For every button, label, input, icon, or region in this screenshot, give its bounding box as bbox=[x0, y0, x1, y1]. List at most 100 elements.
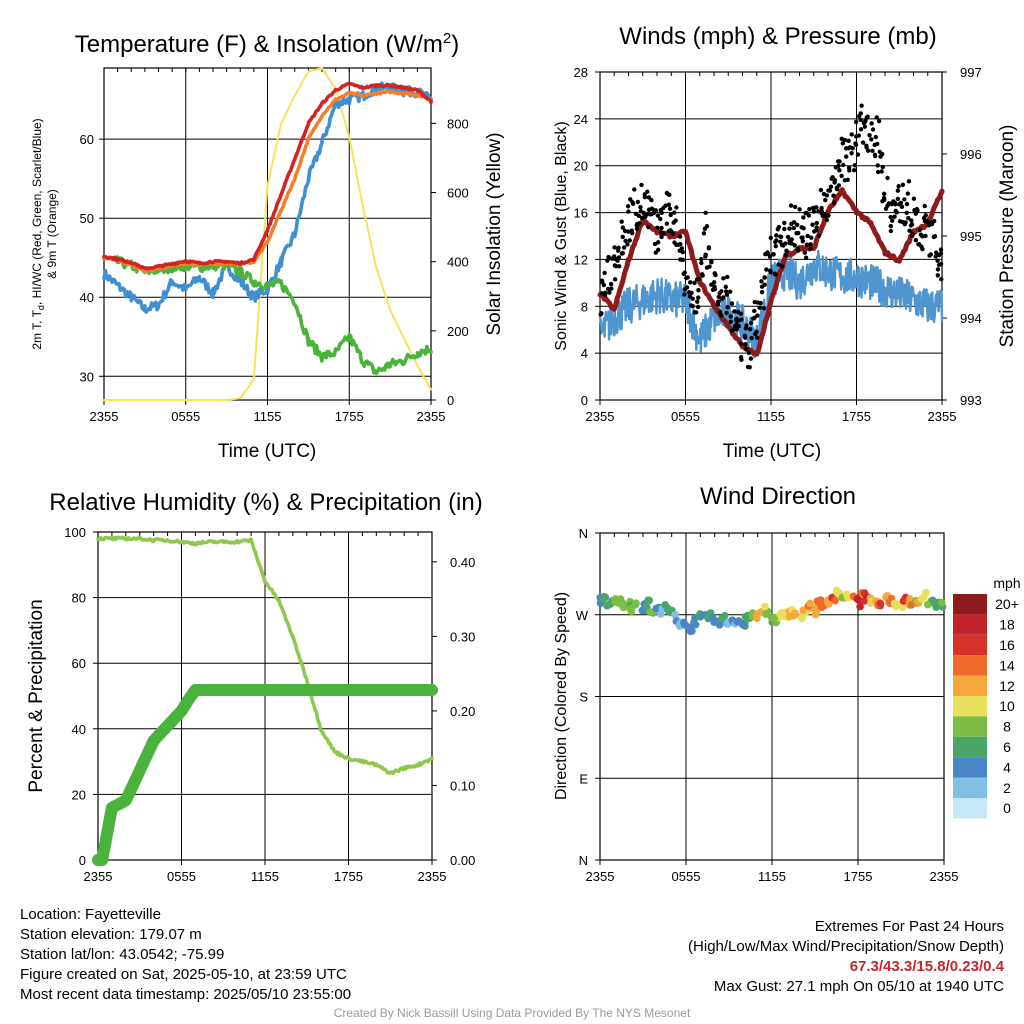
series-line-precipitation bbox=[92, 684, 438, 866]
gust-point bbox=[816, 209, 821, 214]
gust-point bbox=[842, 137, 848, 143]
extremes-subtitle: (High/Low/Max Wind/Precipitation/Snow De… bbox=[688, 938, 1004, 955]
gust-point bbox=[767, 254, 773, 259]
gust-point bbox=[800, 239, 806, 244]
y-tick-label: 30 bbox=[80, 369, 94, 384]
panel-4-title: Wind Direction bbox=[700, 483, 856, 510]
gust-point bbox=[754, 329, 759, 335]
direction-point bbox=[738, 620, 747, 629]
direction-point bbox=[723, 620, 731, 628]
gust-point bbox=[904, 210, 909, 216]
gust-point bbox=[814, 205, 819, 210]
series-line-sonic-wind bbox=[598, 249, 944, 359]
legend-label: 8 bbox=[1003, 719, 1011, 735]
legend-swatch bbox=[953, 757, 987, 778]
gust-point bbox=[625, 204, 631, 209]
gust-point bbox=[632, 187, 637, 192]
extremes-title: Extremes For Past 24 Hours bbox=[814, 918, 1004, 935]
max-gust-text: Max Gust: 27.1 mph On 05/10 at 1940 UTC bbox=[713, 978, 1004, 995]
gust-point bbox=[892, 214, 897, 219]
gust-point bbox=[844, 154, 849, 159]
created-text: Figure created on Sat, 2025-05-10, at 23… bbox=[20, 966, 347, 983]
gust-point bbox=[783, 241, 788, 246]
gust-point bbox=[620, 250, 625, 256]
gust-point bbox=[700, 273, 705, 278]
legend-swatch bbox=[953, 594, 987, 615]
gust-point bbox=[659, 225, 664, 231]
gust-point bbox=[602, 292, 608, 298]
legend-swatch bbox=[953, 777, 987, 798]
gust-point bbox=[728, 319, 733, 324]
gust-point bbox=[638, 204, 643, 210]
legend-swatch bbox=[953, 716, 987, 737]
gust-point bbox=[728, 314, 733, 319]
gust-point bbox=[791, 220, 797, 225]
gust-point bbox=[757, 305, 762, 310]
gust-point bbox=[822, 211, 828, 217]
gust-point bbox=[634, 221, 640, 227]
direction-point bbox=[733, 617, 741, 626]
panel-3-series bbox=[92, 535, 438, 866]
legend-swatch bbox=[953, 696, 987, 717]
panel-2-y-axis: 0 4 8 12 16 20 24 28 bbox=[574, 65, 600, 408]
y-tick-label: 28 bbox=[574, 65, 588, 80]
gust-point bbox=[601, 282, 607, 288]
gust-point bbox=[743, 342, 748, 347]
gust-point bbox=[881, 191, 887, 197]
direction-point bbox=[761, 602, 769, 611]
legend-label: 2 bbox=[1003, 780, 1011, 796]
panel-1-grid bbox=[103, 67, 432, 401]
panel-3-x-axis: 2355 0555 1155 1755 2355 bbox=[84, 532, 446, 884]
direction-point bbox=[799, 606, 808, 614]
gust-point bbox=[808, 242, 813, 247]
gust-point bbox=[717, 310, 723, 315]
legend-swatch bbox=[953, 675, 987, 696]
gust-point bbox=[792, 204, 798, 210]
gust-point bbox=[664, 221, 670, 226]
y2-tick-label: 800 bbox=[447, 116, 469, 131]
gust-point bbox=[776, 262, 781, 267]
gust-point bbox=[626, 209, 631, 214]
gust-point bbox=[684, 285, 690, 290]
gust-point bbox=[823, 197, 828, 203]
gust-point bbox=[674, 205, 679, 210]
gust-point bbox=[824, 193, 830, 198]
x-tick-label: 1155 bbox=[254, 409, 282, 424]
x-tick-label: 1155 bbox=[757, 409, 785, 424]
legend-swatch bbox=[953, 798, 987, 819]
gust-point bbox=[819, 205, 824, 211]
gust-point bbox=[696, 288, 701, 293]
gust-point bbox=[725, 274, 730, 280]
gust-point bbox=[832, 200, 837, 205]
gust-point bbox=[806, 213, 812, 218]
gust-point bbox=[795, 248, 801, 253]
gust-point bbox=[787, 226, 792, 231]
gust-point bbox=[814, 220, 820, 226]
gust-point bbox=[749, 335, 754, 341]
gust-point bbox=[655, 225, 660, 230]
gust-point bbox=[602, 270, 607, 276]
legend-swatch bbox=[953, 655, 987, 676]
gust-point bbox=[609, 286, 614, 291]
gust-point bbox=[689, 290, 694, 296]
gust-point bbox=[858, 127, 864, 132]
gust-point bbox=[748, 320, 754, 326]
gust-point bbox=[612, 245, 617, 250]
gust-point bbox=[748, 356, 754, 361]
direction-point bbox=[876, 599, 885, 608]
gust-point bbox=[846, 138, 851, 143]
direction-point bbox=[688, 627, 696, 635]
gust-point bbox=[881, 195, 887, 201]
gust-point bbox=[771, 252, 776, 257]
gust-point bbox=[908, 223, 914, 228]
panel-4-grid bbox=[599, 532, 945, 861]
x-tick-label: 0555 bbox=[167, 869, 196, 884]
direction-point bbox=[890, 599, 899, 608]
gust-point bbox=[801, 226, 806, 231]
gust-point bbox=[696, 276, 702, 282]
gust-point bbox=[762, 275, 767, 280]
gust-point bbox=[783, 252, 788, 258]
y2-tick-label: 994 bbox=[960, 311, 982, 326]
gust-point bbox=[725, 304, 730, 310]
